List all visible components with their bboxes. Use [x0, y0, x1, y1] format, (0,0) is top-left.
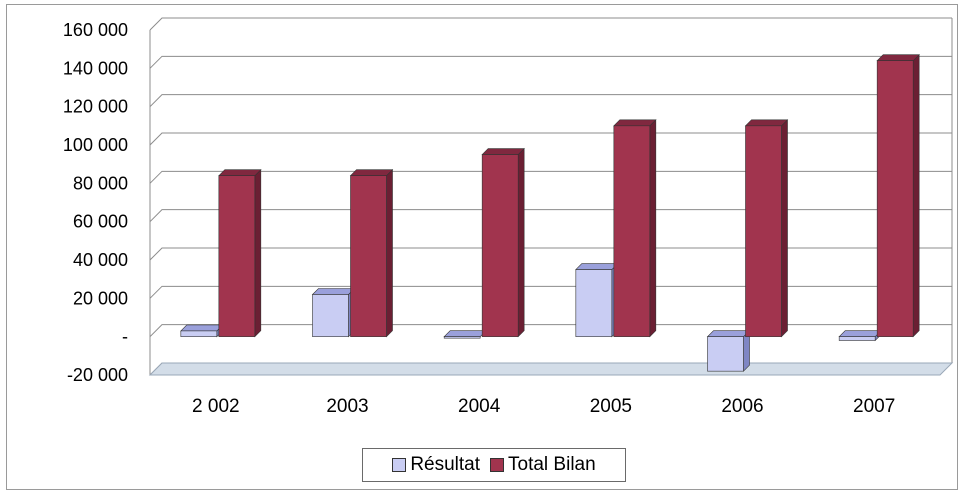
- bar-top-total-bilan: [218, 169, 262, 176]
- gridline: [149, 170, 952, 184]
- bar-resultat: [443, 336, 481, 339]
- y-tick-label: 20 000: [73, 288, 128, 308]
- bar-top-resultat: [180, 324, 224, 332]
- legend-item-total-bilan: Total Bilan: [490, 454, 596, 476]
- legend-label-resultat: Résultat: [410, 454, 481, 475]
- bar-side-total-bilan: [912, 53, 920, 338]
- y-tick-label: 140 000: [63, 58, 128, 78]
- bar-top-total-bilan: [481, 148, 525, 155]
- bar-top-total-bilan: [613, 119, 657, 127]
- bar-top-resultat: [311, 288, 356, 295]
- bar-resultat: [575, 269, 613, 337]
- bar-total-bilan: [218, 175, 256, 337]
- legend-swatch-resultat: [392, 458, 407, 472]
- x-tick-label: 2004: [458, 396, 501, 417]
- bar-top-resultat: [575, 263, 619, 270]
- gridline: [149, 55, 952, 69]
- legend-item-resultat: Résultat: [392, 454, 480, 476]
- bar-total-bilan: [481, 154, 519, 337]
- bar-top-total-bilan: [744, 119, 789, 127]
- bar-side-total-bilan: [649, 119, 657, 338]
- x-tick-label: 2003: [326, 396, 368, 417]
- gridline: [149, 209, 952, 223]
- gridline: [149, 324, 952, 338]
- y-tick-label: 120 000: [63, 97, 128, 117]
- y-tick-label: 100 000: [63, 135, 128, 155]
- x-tick-label: 2007: [853, 396, 895, 417]
- y-tick-label: -: [122, 327, 128, 347]
- chart-floor: [148, 362, 954, 376]
- bar-resultat: [180, 330, 218, 337]
- gridline: [149, 132, 952, 146]
- bar-top-resultat: [838, 330, 882, 337]
- bar-resultat: [707, 336, 744, 372]
- x-tick-label: 2006: [721, 396, 763, 417]
- bar-total-bilan: [350, 175, 387, 337]
- bar-side-total-bilan: [517, 147, 525, 338]
- gridline: [149, 285, 952, 299]
- bar-top-total-bilan: [349, 169, 394, 176]
- bar-resultat: [312, 294, 349, 337]
- gridline: [149, 94, 952, 108]
- bar-side-total-bilan: [254, 168, 262, 338]
- bar-total-bilan: [745, 125, 782, 337]
- y-tick-label: 60 000: [73, 212, 128, 232]
- legend-swatch-total-bilan: [490, 458, 505, 472]
- bar-top-total-bilan: [876, 54, 920, 61]
- bar-resultat: [838, 336, 876, 341]
- bar-total-bilan: [613, 125, 651, 337]
- bar-top-resultat: [443, 330, 487, 337]
- bar-side-total-bilan: [781, 119, 788, 338]
- x-tick-label: 2 002: [192, 396, 240, 417]
- y-tick-label: -20 000: [67, 365, 128, 385]
- y-tick-label: 40 000: [73, 250, 128, 270]
- x-tick-label: 2005: [590, 396, 632, 417]
- legend-label-total-bilan: Total Bilan: [508, 454, 596, 475]
- y-tick-label: 160 000: [63, 20, 128, 40]
- bar-total-bilan: [876, 60, 914, 337]
- legend: Résultat Total Bilan: [362, 448, 626, 482]
- y-tick-label: 80 000: [73, 173, 128, 193]
- bar-side-total-bilan: [386, 168, 393, 338]
- gridline: [149, 17, 952, 31]
- gridline: [149, 247, 952, 261]
- bar-top-resultat: [706, 330, 751, 337]
